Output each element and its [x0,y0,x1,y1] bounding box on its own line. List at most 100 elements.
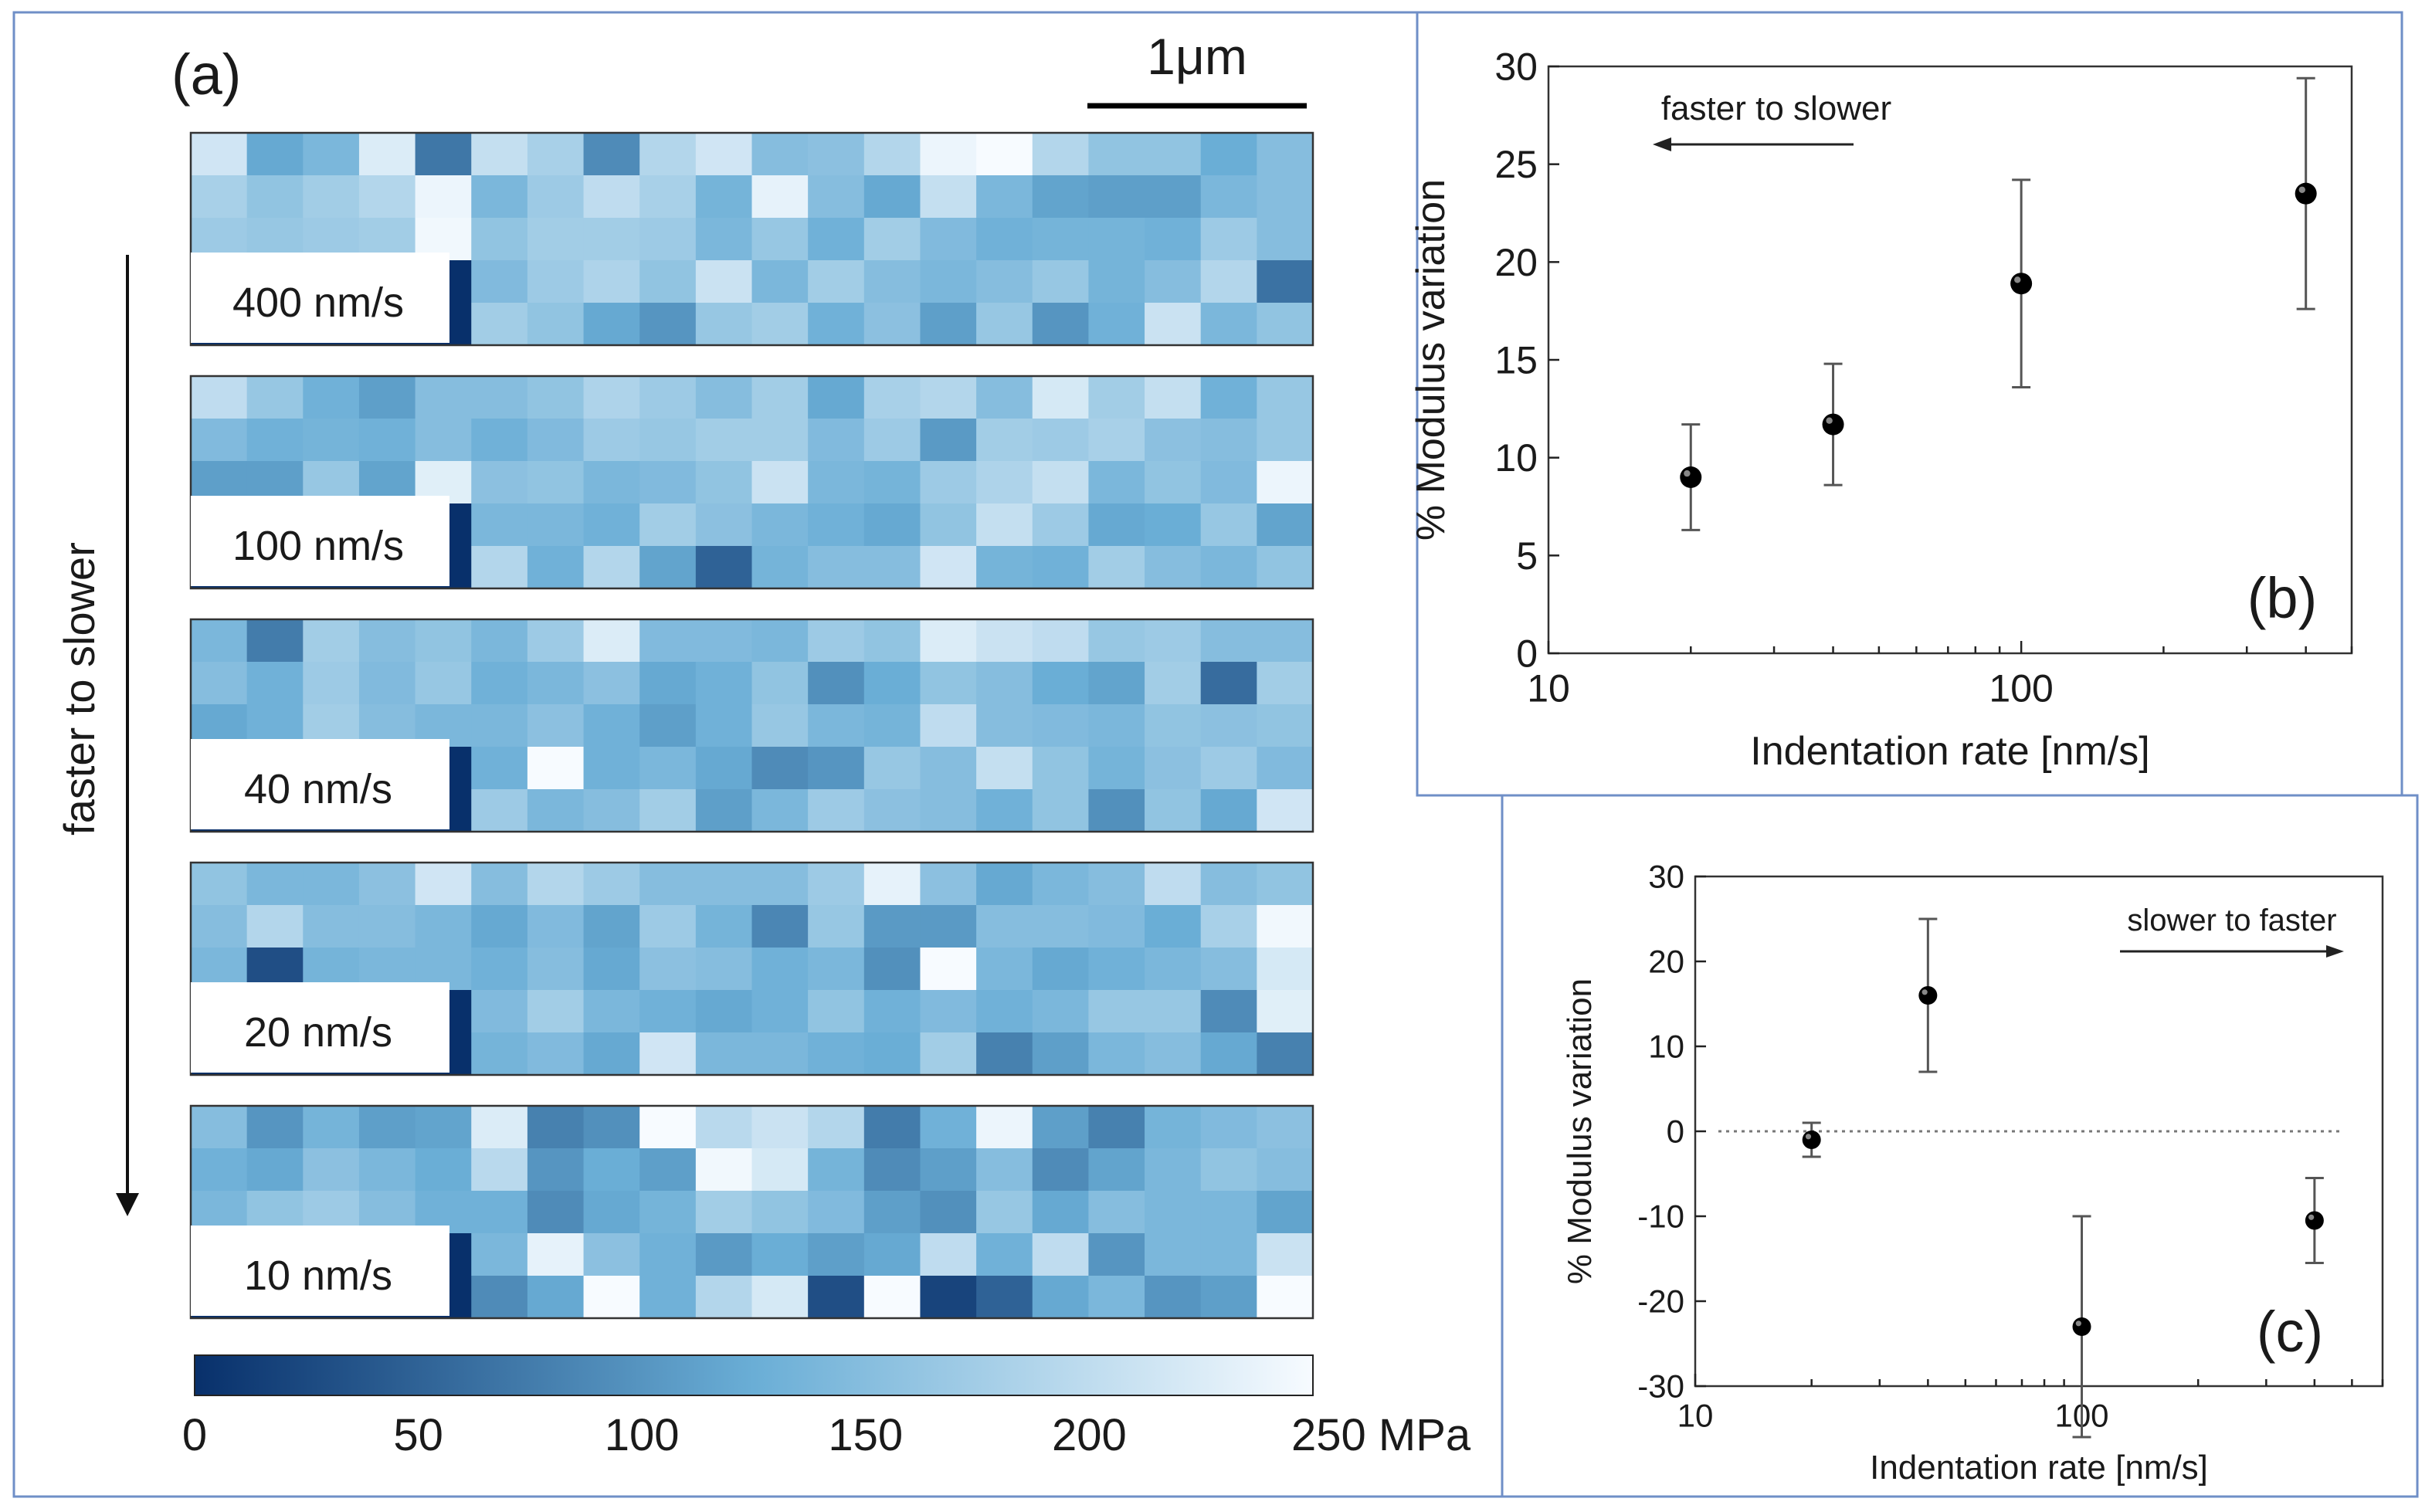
heatmap-cell [1257,1233,1314,1276]
heatmap-cell [920,461,977,504]
heatmap-cell [471,863,528,906]
chart-b: % Modulus variation Indentation rate [nm… [1409,46,2353,774]
heatmap-cell [863,1191,921,1234]
heatmap-cell [695,789,753,832]
heatmap-cell [1088,218,1145,261]
heatmap-cell [358,1106,416,1149]
heatmap-cell [1257,905,1314,948]
chart-b-annotation-arrow-head [1653,137,1671,151]
heatmap-cell [471,1233,528,1276]
heatmap-cell [471,619,528,663]
heatmap-cell [920,1148,977,1192]
heatmap-cell [583,1276,640,1319]
heatmap-cell [1032,619,1089,663]
heatmap-cell [1032,503,1089,547]
heatmap-cell [976,990,1033,1033]
heatmap-cell [415,619,472,663]
heatmap-cell [695,1106,753,1149]
heatmap-cell [808,503,865,547]
heatmap-cell [1145,303,1202,346]
heatmap-cell [863,133,921,176]
heatmap-1: 400 nm/s [189,131,1314,347]
heatmap-cell [415,419,472,462]
heatmap-cell [863,175,921,219]
heatmap-cell [920,863,977,906]
chart-c-xlabel: Indentation rate [nm/s] [1870,1449,2208,1487]
colorbar-tick-label: 50 [393,1410,443,1460]
y-tick-label: 0 [1516,632,1538,676]
heatmap-cell [1200,1106,1257,1149]
heatmap-cell [695,133,753,176]
heatmap-cell [695,619,753,663]
heatmap-cell [527,789,585,832]
heatmap-cell [358,662,416,705]
heatmap-cell [695,260,753,303]
heatmap-cell [358,863,416,906]
heatmap-cell [1088,789,1145,832]
heatmap-cell [471,175,528,219]
heatmap-cell [303,133,360,176]
heatmap-cell [976,303,1033,346]
heatmap-cell [1032,303,1089,346]
heatmap-cell [1088,747,1145,790]
heatmap-cell [1200,546,1257,589]
data-point [2072,1317,2091,1336]
x-tick-label: 10 [1677,1398,1714,1434]
heatmap-cell [863,461,921,504]
heatmap-cell [1200,419,1257,462]
heatmap-cell [1088,303,1145,346]
heatmap-cell [808,1191,865,1234]
heatmap-cell [1088,863,1145,906]
heatmap-border [189,618,1314,833]
heatmap-cell [1200,1032,1257,1076]
heatmap-cell [808,789,865,832]
heatmap-cell [808,905,865,948]
data-point [2295,182,2317,205]
heatmap-cell [583,461,640,504]
heatmap-cell [471,218,528,261]
heatmap-cell [1088,1106,1145,1149]
heatmap-cell [808,376,865,419]
heatmap-cell [808,619,865,663]
heatmap-cell [695,863,753,906]
heatmap-cell [583,546,640,589]
heatmap-cell [1257,990,1314,1033]
heatmap-cell [191,662,248,705]
y-tick-label: 10 [1648,1029,1684,1065]
heatmap-cell [1145,990,1202,1033]
heatmap-cell [920,1191,977,1234]
heatmap-cell [808,260,865,303]
heatmap-cell [191,863,248,906]
heatmap-cell [976,1276,1033,1319]
heatmap-cell [1088,619,1145,663]
heatmap-cell [695,1276,753,1319]
heatmap-cell [863,419,921,462]
heatmap-cell [246,863,304,906]
heatmap-cell [1088,546,1145,589]
heatmap-cell [1032,1032,1089,1076]
heatmap-cell [527,260,585,303]
heatmap-cell [1200,948,1257,991]
heatmap-cell [1088,1191,1145,1234]
heatmap-cell [920,704,977,748]
heatmap-cell [863,905,921,948]
y-tick-label: 15 [1494,339,1538,382]
heatmap-5: 10 nm/s [189,1104,1314,1320]
heatmap-cell [583,662,640,705]
heatmap-cell [863,704,921,748]
heatmap-cell [527,863,585,906]
heatmap-cell [583,1191,640,1234]
heatmap-border [189,375,1314,590]
heatmap-cell [1200,1191,1257,1234]
heatmap-cell [1200,747,1257,790]
heatmap-cell [751,419,809,462]
heatmap-cell [527,619,585,663]
data-point-highlight [2298,186,2305,193]
heatmap-cell [863,546,921,589]
heatmap-cell [1257,1032,1314,1076]
heatmap-cell [246,133,304,176]
heatmap-cell [1145,704,1202,748]
heatmap-cell [246,905,304,948]
heatmap-cell [1257,662,1314,705]
